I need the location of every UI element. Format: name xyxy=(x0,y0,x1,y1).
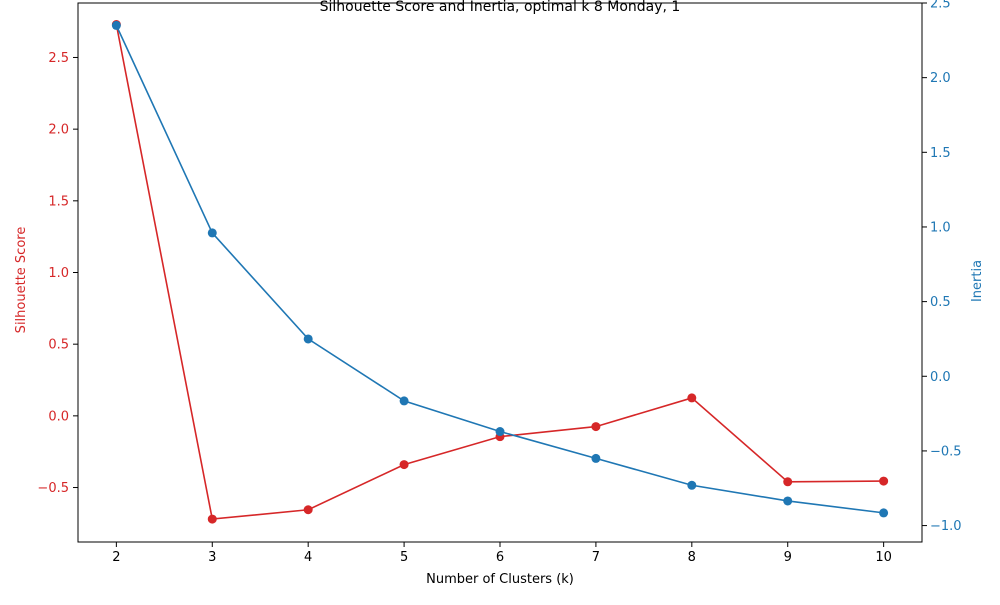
silhouette-score-point xyxy=(303,505,313,515)
inertia-point xyxy=(399,396,409,406)
x-axis: 2 3 4 5 6 7 8 9 10 xyxy=(112,542,892,565)
right-y-axis-title: Inertia xyxy=(970,260,985,302)
x-tick-label: 9 xyxy=(784,550,792,565)
right-y-tick-label: 0.0 xyxy=(930,370,951,385)
x-tick-label: 6 xyxy=(496,550,504,565)
silhouette-score-point xyxy=(687,393,697,403)
chart-title: Silhouette Score and Inertia, optimal k … xyxy=(320,0,681,15)
silhouette-score-point xyxy=(207,514,217,524)
left-y-tick-label: 2.5 xyxy=(48,51,69,66)
right-y-tick-label: 2.0 xyxy=(930,71,951,86)
right-y-tick-label: 0.5 xyxy=(930,295,951,310)
silhouette-score-line xyxy=(115,24,884,520)
inertia-point xyxy=(495,427,505,437)
silhouette-score-point xyxy=(399,460,409,470)
x-tick-label: 7 xyxy=(592,550,600,565)
silhouette-score-point xyxy=(783,477,793,487)
x-tick-label: 10 xyxy=(875,550,892,565)
inertia-point xyxy=(783,496,793,506)
x-axis-title: Number of Clusters (k) xyxy=(426,572,574,587)
inertia-point xyxy=(687,480,697,490)
right-y-tick-label: −1.0 xyxy=(930,519,962,534)
x-tick-label: 8 xyxy=(688,550,696,565)
left-y-tick-label: −0.5 xyxy=(37,481,69,496)
series-layer xyxy=(111,20,889,524)
left-y-tick-label: 2.0 xyxy=(48,123,69,138)
silhouette-score-point xyxy=(591,422,601,432)
inertia-point xyxy=(111,20,121,30)
left-y-tick-label: 0.0 xyxy=(48,409,69,424)
inertia-point xyxy=(879,508,889,518)
left-y-axis-title: Silhouette Score xyxy=(14,227,29,334)
right-y-tick-label: −0.5 xyxy=(930,444,962,459)
inertia-point xyxy=(591,453,601,463)
plot-frame xyxy=(77,2,923,543)
right-y-tick-label: 2.5 xyxy=(930,0,951,12)
x-tick-label: 2 xyxy=(112,550,120,565)
right-y-tick-label: 1.5 xyxy=(930,146,951,161)
x-tick-label: 4 xyxy=(304,550,312,565)
x-tick-label: 3 xyxy=(208,550,216,565)
left-y-tick-label: 1.5 xyxy=(48,194,69,209)
right-y-axis: −1.0 −0.5 0.0 0.5 1.0 1.5 2.0 2.5 xyxy=(922,0,962,534)
inertia-point xyxy=(303,334,313,344)
left-y-tick-label: 0.5 xyxy=(48,338,69,353)
inertia-point xyxy=(207,228,217,238)
silhouette-score-point xyxy=(879,476,889,486)
right-y-tick-label: 1.0 xyxy=(930,220,951,235)
x-tick-label: 5 xyxy=(400,550,408,565)
left-y-tick-label: 1.0 xyxy=(48,266,69,281)
left-y-axis: −0.5 0.0 0.5 1.0 1.5 2.0 2.5 xyxy=(37,51,78,496)
